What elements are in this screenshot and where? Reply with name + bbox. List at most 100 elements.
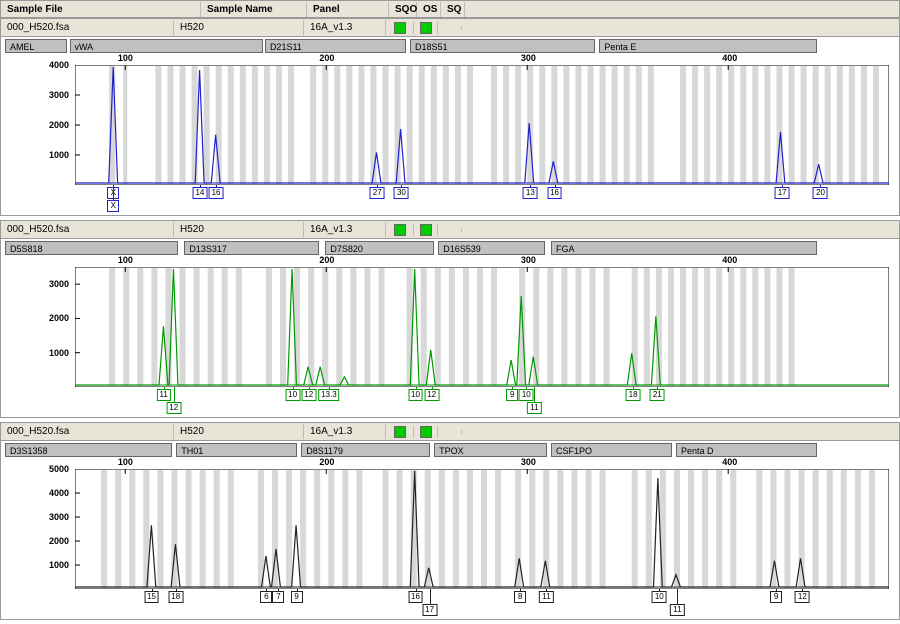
allele-call[interactable]: 12: [424, 389, 439, 401]
allele-call[interactable]: 12: [795, 591, 810, 603]
y-tick-label: 1000: [49, 560, 69, 570]
allele-connector: [113, 185, 114, 200]
y-tick-label: 1000: [49, 348, 69, 358]
locus-row: AMELvWAD21S11D18S51Penta E: [1, 37, 899, 53]
x-tick-label: 100: [118, 457, 133, 467]
allele-call[interactable]: 21: [650, 389, 665, 401]
file-name: 000_H520.fsa: [1, 424, 174, 439]
allele-call[interactable]: 11: [539, 591, 553, 603]
allele-call[interactable]: 9: [770, 591, 782, 603]
sq-cell: [438, 26, 462, 30]
locus-label: D21S11: [265, 39, 406, 53]
allele-call[interactable]: 13: [523, 187, 538, 199]
locus-label: D16S539: [438, 241, 545, 255]
locus-row: D5S818D13S317D7S820D16S539FGA: [1, 239, 899, 255]
quality-indicator: [420, 426, 432, 438]
allele-call[interactable]: 10: [285, 389, 300, 401]
allele-call[interactable]: 12: [301, 389, 316, 401]
locus-label: AMEL: [5, 39, 67, 53]
y-tick-label: 1000: [49, 150, 69, 160]
allele-call[interactable]: 12: [166, 402, 181, 414]
allele-connector: [534, 387, 535, 402]
chart-area: 100020003000: [75, 267, 889, 387]
col-os: OS: [417, 2, 441, 17]
locus-label: CSF1PO: [551, 443, 672, 457]
allele-call[interactable]: 7: [272, 591, 284, 603]
panel-name: 16A_v1.3: [304, 20, 386, 35]
sq-cell: [438, 430, 462, 434]
electropherogram-panel: 000_H520.fsaH52016A_v1.3D3S1358TH01D8S11…: [0, 422, 900, 620]
quality-indicator: [420, 224, 432, 236]
allele-call[interactable]: 16: [408, 591, 423, 603]
allele-call[interactable]: 8: [514, 591, 526, 603]
sample-name: H520: [174, 424, 304, 439]
locus-label: Penta D: [676, 443, 817, 457]
sq-cell: [438, 228, 462, 232]
col-sample-name: Sample Name: [201, 2, 307, 17]
locus-row: D3S1358TH01D8S1179TPOXCSF1POPenta D: [1, 441, 899, 457]
allele-call[interactable]: 18: [168, 591, 183, 603]
allele-call[interactable]: 18: [626, 389, 641, 401]
allele-call[interactable]: 17: [775, 187, 790, 199]
x-axis-ticks: 100 200 300 400: [75, 53, 889, 65]
chart-area: 10002000300040005000: [75, 469, 889, 589]
x-tick-label: 100: [118, 255, 133, 265]
y-tick-label: 5000: [49, 464, 69, 474]
file-name: 000_H520.fsa: [1, 222, 174, 237]
allele-connector: [174, 387, 175, 402]
chart-area: 1000200030004000: [75, 65, 889, 185]
allele-call[interactable]: 15: [144, 591, 159, 603]
locus-label: vWA: [70, 39, 263, 53]
col-sq: SQ: [441, 2, 465, 17]
panel-info-row: 000_H520.fsaH52016A_v1.3: [1, 423, 899, 441]
allele-call-row: XX1416273013161720: [75, 185, 889, 215]
allele-call-row: 151867916178111011912: [75, 589, 889, 619]
x-tick-label: 300: [521, 53, 536, 63]
y-axis-labels: 1000200030004000: [35, 65, 71, 185]
x-tick-label: 400: [722, 53, 737, 63]
quality-indicator: [420, 22, 432, 34]
y-tick-label: 2000: [49, 536, 69, 546]
locus-label: D18S51: [410, 39, 595, 53]
x-tick-label: 300: [521, 457, 536, 467]
allele-call[interactable]: 13.3: [318, 389, 340, 401]
y-axis-labels: 100020003000: [35, 267, 71, 387]
allele-call[interactable]: 10: [519, 389, 534, 401]
locus-label: D13S317: [184, 241, 319, 255]
quality-indicator: [394, 224, 406, 236]
allele-call[interactable]: 10: [408, 389, 423, 401]
column-header-row: Sample File Sample Name Panel SQO OS SQ: [0, 0, 900, 18]
locus-label: D3S1358: [5, 443, 172, 457]
y-tick-label: 4000: [49, 60, 69, 70]
y-axis-labels: 10002000300040005000: [35, 469, 71, 589]
allele-call[interactable]: 10: [652, 591, 667, 603]
electropherogram-svg: [75, 65, 889, 185]
electropherogram-svg: [75, 469, 889, 589]
y-tick-label: 4000: [49, 488, 69, 498]
allele-call[interactable]: 9: [291, 591, 303, 603]
allele-call[interactable]: 6: [260, 591, 272, 603]
col-sqo: SQO: [389, 2, 417, 17]
allele-call-row: 1112101213.31012910111821: [75, 387, 889, 417]
allele-call[interactable]: 9: [506, 389, 518, 401]
allele-call[interactable]: 30: [394, 187, 409, 199]
quality-indicator: [394, 426, 406, 438]
locus-label: TPOX: [434, 443, 547, 457]
allele-call[interactable]: 16: [547, 187, 562, 199]
allele-call[interactable]: 17: [422, 604, 437, 616]
allele-call[interactable]: X: [107, 200, 119, 212]
locus-label: D5S818: [5, 241, 178, 255]
locus-label: FGA: [551, 241, 817, 255]
x-tick-label: 100: [118, 53, 133, 63]
x-tick-label: 200: [319, 53, 334, 63]
allele-call[interactable]: 20: [813, 187, 828, 199]
allele-call[interactable]: 14: [192, 187, 207, 199]
allele-call[interactable]: 11: [670, 604, 684, 616]
allele-call[interactable]: 11: [156, 389, 170, 401]
allele-call[interactable]: 16: [209, 187, 224, 199]
allele-call[interactable]: 27: [370, 187, 385, 199]
allele-call[interactable]: 11: [527, 402, 541, 414]
sample-name: H520: [174, 222, 304, 237]
y-tick-label: 2000: [49, 313, 69, 323]
x-tick-label: 400: [722, 457, 737, 467]
